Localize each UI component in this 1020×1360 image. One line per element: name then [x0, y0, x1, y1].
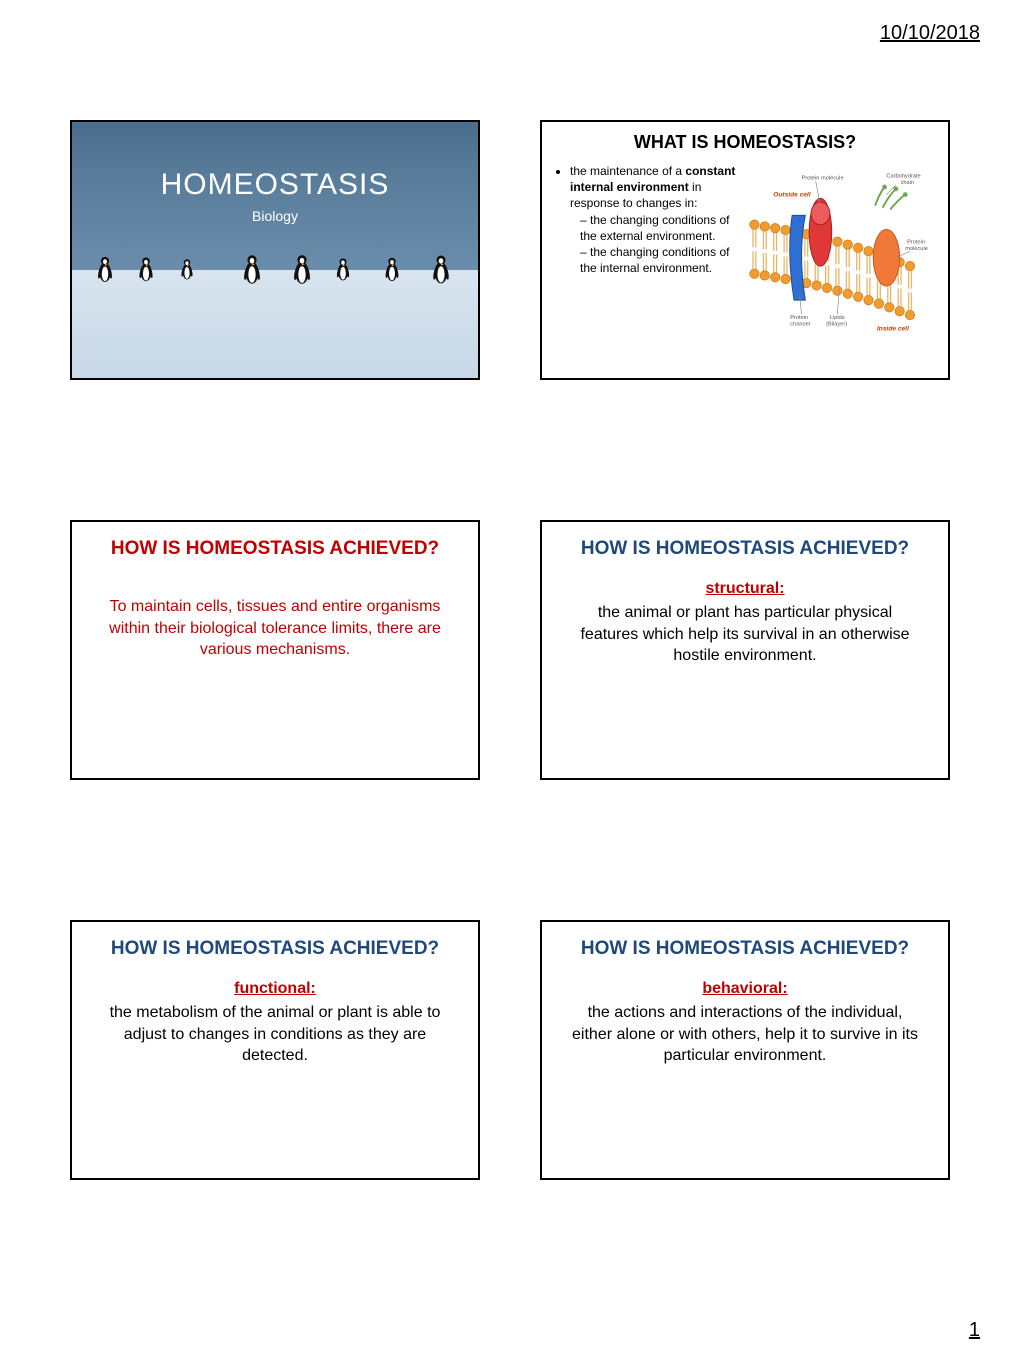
penguin-icon: [243, 252, 261, 287]
page-date: 10/10/2018: [880, 22, 980, 45]
slide6-subhead: behavioral:: [542, 960, 948, 998]
label-lipids2: (Bilayer): [827, 322, 848, 328]
slide5-body: the metabolism of the animal or plant is…: [72, 998, 478, 1067]
slide-functional: HOW IS HOMEOSTASIS ACHIEVED? functional:…: [70, 920, 480, 1180]
label-lipids: Lipids: [830, 315, 845, 321]
label-channel2: channel: [791, 322, 811, 328]
slide-structural: HOW IS HOMEOSTASIS ACHIEVED? structural:…: [540, 520, 950, 780]
label-outside: Outside cell: [774, 191, 811, 198]
penguin-icon: [292, 251, 311, 286]
slide-behavioral: HOW IS HOMEOSTASIS ACHIEVED? behavioral:…: [540, 920, 950, 1180]
slide3-body: To maintain cells, tissues and entire or…: [72, 560, 478, 661]
label-channel: Protein: [791, 315, 809, 321]
slide1-snow: [72, 270, 478, 378]
slide4-title: HOW IS HOMEOSTASIS ACHIEVED?: [542, 522, 948, 560]
slide-title: HOMEOSTASIS Biology: [70, 120, 480, 380]
penguin-icon: [138, 254, 153, 283]
cell-membrane-icon: Outside cell Inside cell Protein molecul…: [745, 163, 934, 343]
penguin-icon: [180, 257, 193, 281]
penguin-icon: [384, 255, 399, 283]
penguin-icon: [432, 252, 450, 286]
slide5-subhead: functional:: [72, 960, 478, 998]
slide-what-is: WHAT IS HOMEOSTASIS? the maintenance of …: [540, 120, 950, 380]
slide4-subhead: structural:: [542, 560, 948, 598]
slide2-bullet-lead: the maintenance of a: [570, 164, 685, 178]
slide6-body: the actions and interactions of the indi…: [542, 998, 948, 1067]
label-carb2: chain: [901, 180, 915, 186]
slide2-sub1: the changing conditions of the external …: [580, 212, 737, 244]
slide2-sub2: the changing conditions of the internal …: [580, 244, 737, 276]
slide4-body: the animal or plant has particular physi…: [542, 598, 948, 667]
label-protein: Protein molecule: [802, 175, 844, 181]
slide5-title: HOW IS HOMEOSTASIS ACHIEVED?: [72, 922, 478, 960]
penguin-icon: [335, 255, 349, 282]
slides-grid: HOMEOSTASIS Biology WHAT IS HOMEOSTASIS?…: [70, 120, 950, 1180]
penguin-icon: [97, 254, 113, 285]
label-carb: Carbohydrate: [887, 174, 921, 180]
label-protein2b: molecule: [906, 246, 929, 252]
label-inside: Inside cell: [877, 325, 909, 332]
slide6-title: HOW IS HOMEOSTASIS ACHIEVED?: [542, 922, 948, 960]
slide3-title: HOW IS HOMEOSTASIS ACHIEVED?: [72, 522, 478, 560]
slide2-title: WHAT IS HOMEOSTASIS?: [556, 132, 934, 153]
slide2-text: the maintenance of a constant internal e…: [556, 163, 737, 348]
slide1-sky: HOMEOSTASIS Biology: [72, 122, 478, 270]
slide-achieved-intro: HOW IS HOMEOSTASIS ACHIEVED? To maintain…: [70, 520, 480, 780]
slide1-title: HOMEOSTASIS: [161, 168, 390, 202]
page-number: 1: [969, 1319, 980, 1342]
label-protein2: Protein: [908, 240, 926, 246]
slide1-subtitle: Biology: [252, 208, 298, 224]
slide2-diagram: Outside cell Inside cell Protein molecul…: [745, 163, 934, 348]
